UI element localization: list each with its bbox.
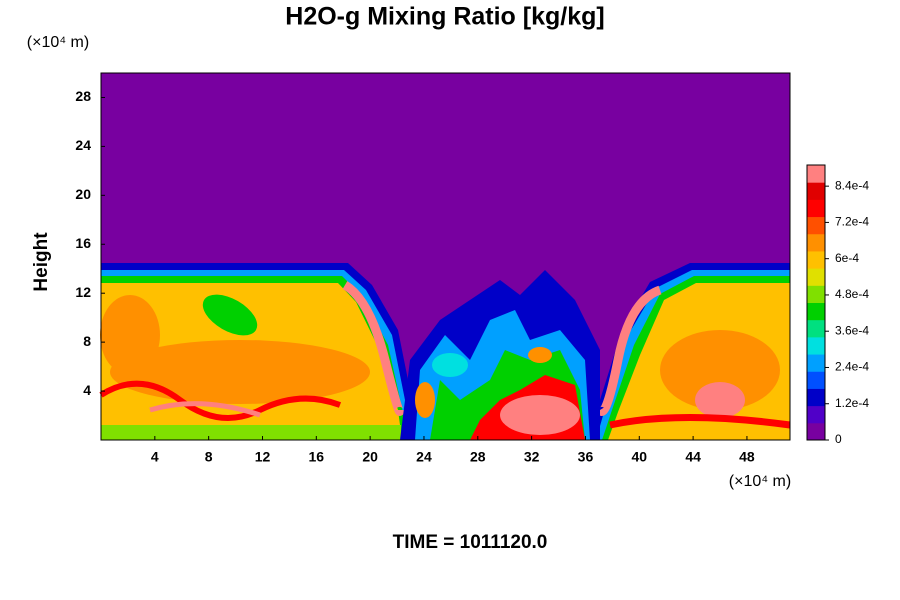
colorbar-segment [807, 405, 825, 424]
chart-title: H2O-g Mixing Ratio [kg/kg] [285, 3, 604, 31]
colorbar-tick-label: 7.2e-4 [835, 215, 869, 229]
y-tick-label: 8 [83, 333, 91, 349]
x-tick-label: 44 [685, 449, 701, 465]
colorbar-segment [807, 422, 825, 441]
colorbar-frame [806, 164, 826, 441]
colorbar-tick-label: 8.4e-4 [835, 178, 869, 192]
colorbar-segment [807, 285, 825, 303]
colorbar-segment [807, 354, 825, 372]
field [99, 73, 791, 440]
colorbar-segment [807, 165, 825, 183]
colorbar-segment [807, 319, 825, 338]
x-tick-label: 24 [416, 449, 432, 465]
x-tick-label: 36 [578, 449, 594, 465]
plot-frame [100, 72, 791, 441]
colorbar-segment [807, 233, 825, 252]
colorbar-tick-label: 2.4e-4 [835, 360, 869, 374]
y-tick-label: 20 [75, 186, 91, 202]
y-unit-label: (×10⁴ m) [27, 34, 89, 51]
colorbar-segment [807, 302, 825, 321]
x-tick-label: 12 [255, 449, 271, 465]
x-tick-label: 48 [739, 449, 755, 465]
colorbar-segment [807, 268, 825, 286]
colorbar-tick-label: 3.6e-4 [835, 323, 869, 337]
x-tick-label: 40 [631, 449, 647, 465]
y-tick-label: 28 [75, 88, 91, 104]
x-tick-label: 8 [205, 449, 213, 465]
colorbar-segment [807, 388, 825, 407]
y-tick-label: 16 [75, 235, 91, 251]
colorbar-segment [807, 250, 825, 269]
colorbar-segment [807, 216, 825, 235]
x-tick-label: 32 [524, 449, 540, 465]
colorbar-tick-label: 6e-4 [835, 251, 859, 265]
x-tick-label: 28 [470, 449, 486, 465]
colorbar-segment [807, 182, 825, 200]
time-annotation: TIME = 1011120.0 [393, 532, 548, 553]
y-tick-label: 24 [75, 137, 91, 153]
colorbar-segment [807, 199, 825, 218]
x-tick-label: 16 [309, 449, 325, 465]
colorbar-tick-label: 4.8e-4 [835, 287, 869, 301]
y-axis-label: Height [31, 232, 52, 292]
colorbar-segment [807, 336, 825, 355]
colorbar-tick-label: 1.2e-4 [835, 396, 869, 410]
x-unit-label: (×10⁴ m) [729, 473, 791, 490]
y-tick-label: 12 [75, 284, 91, 300]
colorbar-segment [807, 371, 825, 389]
x-tick-label: 20 [362, 449, 378, 465]
x-tick-label: 4 [151, 449, 159, 465]
y-tick-label: 4 [83, 382, 91, 398]
colorbar-tick-label: 0 [835, 432, 842, 446]
